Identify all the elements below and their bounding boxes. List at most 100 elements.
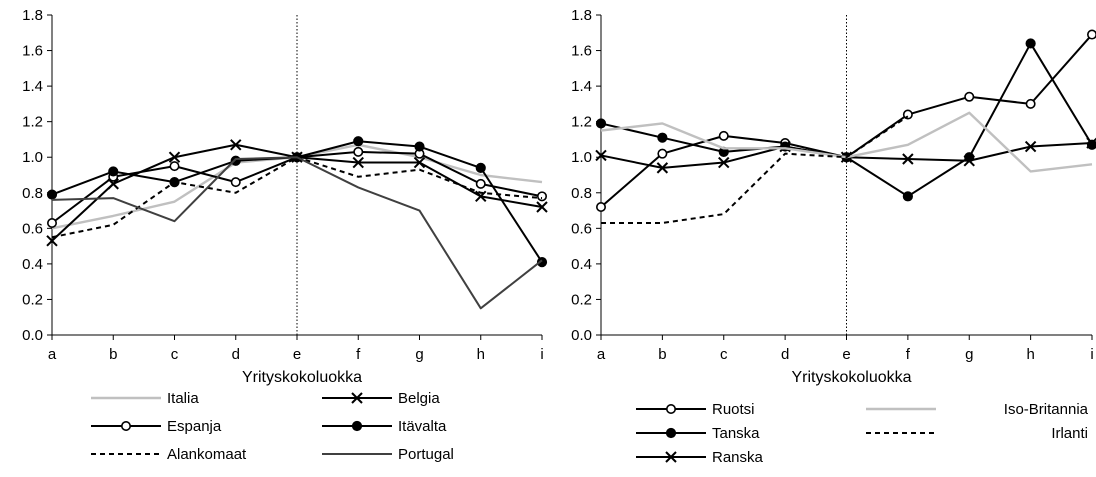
data-point-ranska [1086, 137, 1096, 149]
x-tick-label: f [356, 346, 361, 363]
x-tick-label: a [597, 346, 606, 363]
data-point-ranska [902, 153, 914, 165]
data-point-belgia-stroke [107, 178, 119, 190]
legend-item-tanska: Tanska [636, 425, 760, 442]
data-point-belgia-stroke [413, 156, 426, 169]
legend-item-belgia: Belgia [322, 390, 440, 407]
data-point-espanja [230, 177, 241, 188]
data-point-belgia [536, 201, 548, 213]
data-point-tanska [902, 191, 913, 202]
y-tick-label: 0.8 [571, 185, 592, 202]
legend-item-it-valta: Itävalta [322, 418, 447, 435]
data-point-belgia-stroke [536, 201, 548, 213]
y-tick-label: 1.8 [571, 7, 592, 24]
data-point-ruotsi [1025, 98, 1036, 109]
data-point-ruotsi [657, 148, 668, 159]
data-point-belgia-stroke [352, 156, 364, 169]
legend-item-portugal: Portugal [322, 446, 454, 463]
data-point-belgia [168, 151, 181, 163]
legend-label: Italia [167, 390, 199, 407]
legend-marker [665, 427, 677, 439]
data-point-ruotsi [1087, 29, 1096, 40]
y-tick-label: 1.2 [571, 114, 592, 131]
legend-label: Iso-Britannia [1004, 401, 1089, 418]
x-tick-label: e [293, 346, 301, 363]
legend-marker [121, 420, 132, 431]
data-point-espanja [536, 191, 547, 202]
x-axis-title: Yrityskokoluokka [242, 369, 362, 386]
y-tick-label: 1.4 [571, 78, 592, 95]
data-point-ranska-stroke [779, 140, 791, 153]
x-tick-label: b [109, 346, 117, 363]
legend-item-irlanti: Irlanti [866, 425, 1088, 442]
data-point-ranska [656, 162, 669, 174]
y-tick-label: 1.0 [571, 149, 592, 166]
data-point-ruotsi [595, 202, 606, 213]
y-tick-label: 0.6 [22, 220, 43, 237]
plot-area [595, 29, 1096, 224]
legend-item-ranska: Ranska [636, 449, 764, 466]
legend-label: Belgia [398, 390, 440, 407]
y-tick-label: 0.2 [571, 291, 592, 308]
data-point-belgia-stroke [46, 235, 58, 247]
data-point-espanja [46, 218, 57, 229]
legend: Ruotsi Tanska Ranska Iso-Britannia Irlanti [636, 401, 1089, 466]
legend-item-alankomaat: Alankomaat [91, 446, 247, 463]
y-tick-label: 1.8 [22, 7, 43, 24]
y-tick-label: 1.0 [22, 149, 43, 166]
data-point-belgia-stroke [168, 151, 181, 163]
legend: Italia Espanja Alankomaat Belgia Itävalta Por… [91, 390, 454, 463]
y-tick-label: 1.6 [571, 43, 592, 60]
series-line-portugal [51, 156, 543, 310]
y-tick-label: 0.0 [571, 327, 592, 344]
data-point-belgia [107, 178, 119, 190]
y-tick-label: 0.4 [571, 256, 592, 273]
data-point-belgia [230, 139, 242, 151]
legend-marker-stroke [351, 392, 363, 404]
data-point-ranska-stroke [963, 155, 975, 167]
data-point-tanska [657, 132, 668, 143]
data-point-ranska-stroke [902, 153, 914, 165]
legend-marker [351, 392, 363, 404]
data-point-espanja [475, 178, 486, 189]
x-tick-label: c [720, 346, 728, 363]
y-tick-label: 1.6 [22, 43, 43, 60]
data-point-ranska-stroke [595, 149, 607, 162]
legend-label: Alankomaat [167, 446, 247, 463]
legend-marker [665, 451, 677, 463]
x-tick-label: g [415, 346, 423, 363]
x-tick-label: c [171, 346, 179, 363]
legend-item-espanja: Espanja [91, 418, 222, 435]
series-line-irlanti [601, 115, 909, 224]
data-point-tanska [595, 118, 607, 129]
legend-label: Ruotsi [712, 401, 755, 418]
data-point-it-valta [353, 136, 364, 147]
y-tick-label: 0.2 [22, 291, 43, 308]
y-tick-label: 0.6 [571, 220, 592, 237]
data-point-it-valta [108, 166, 119, 177]
x-tick-label: b [658, 346, 666, 363]
legend-label: Irlanti [1051, 425, 1088, 442]
data-point-ranska-stroke [718, 156, 730, 169]
series-portugal [51, 156, 543, 310]
data-point-ranska-stroke [656, 162, 669, 174]
data-point-ranska [595, 149, 607, 162]
x-tick-label: e [842, 346, 850, 363]
data-point-it-valta [230, 155, 241, 166]
y-tick-label: 1.2 [22, 114, 43, 131]
x-axis-title: Yrityskokoluokka [791, 369, 911, 386]
chart-panel-1: 0.0 0.2 0.4 0.6 0.8 1.0 1.2 1.4 1.6 1.8 a b c d e f g h i Y… [22, 7, 548, 463]
legend-item-iso-britannia: Iso-Britannia [866, 401, 1089, 418]
data-point-it-valta [475, 162, 486, 173]
data-point-ranska-stroke [1086, 137, 1096, 149]
data-point-belgia [475, 190, 487, 203]
data-point-ranska [718, 156, 730, 169]
data-point-belgia-stroke [475, 190, 487, 203]
x-tick-label: h [1026, 346, 1034, 363]
data-point-it-valta [536, 257, 548, 268]
legend-marker [665, 403, 676, 414]
legend-label: Ranska [712, 449, 764, 466]
legend-marker [351, 420, 363, 432]
data-point-ranska-stroke [1024, 140, 1037, 153]
